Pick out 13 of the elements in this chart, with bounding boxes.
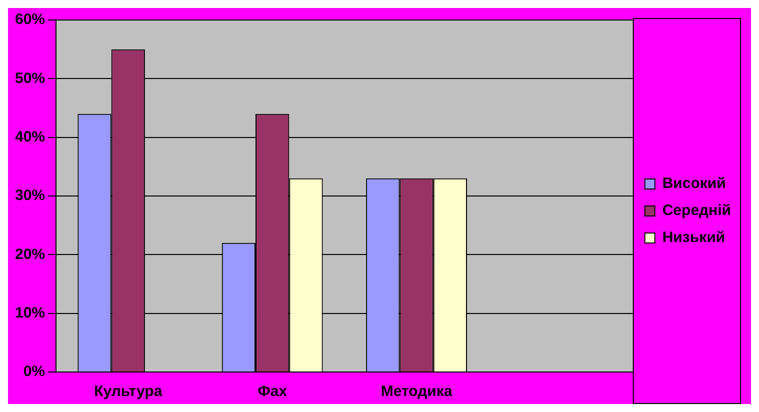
y-tick-label: 50% [14, 70, 46, 87]
y-tick-label: 20% [14, 246, 46, 263]
y-tick-label: 60% [14, 11, 46, 28]
x-tick-label: Методика [380, 383, 453, 400]
y-tick-label: 0% [23, 363, 46, 380]
y-tick-label: 40% [14, 128, 46, 146]
y-tick-label: 10% [14, 304, 46, 322]
legend-label: Високий [662, 175, 726, 192]
x-tick-label: Фах [258, 383, 288, 400]
y-tick-label: 30% [14, 187, 46, 204]
legend-label: Низький [662, 229, 726, 246]
x-tick-label: Культура [94, 383, 163, 400]
legend-label: Середній [662, 202, 732, 220]
